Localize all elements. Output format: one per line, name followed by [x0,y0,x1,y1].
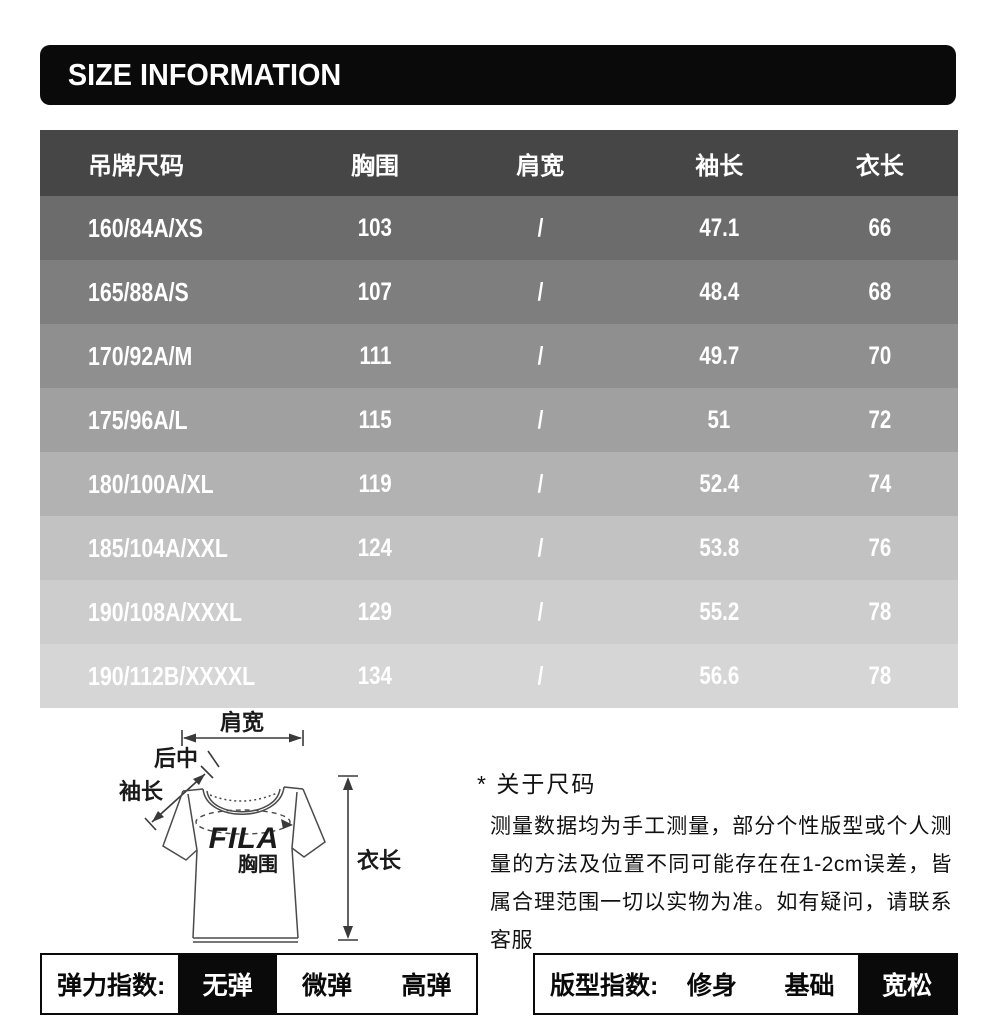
cell-size: 180/100A/XL [88,468,214,499]
chest-arrow-icon [281,819,293,829]
tshirt-outline [162,786,326,943]
cell-shoulder: / [537,405,544,434]
fit-option-basic: 基础 [784,972,835,1000]
header-cell-sleeve: 袖长 [695,152,744,180]
elasticity-label: 弹力指数: [57,972,166,1000]
cell-sleeve: 51 [707,405,731,434]
cell-shoulder: / [537,533,544,562]
cell-length: 74 [868,469,892,498]
cell-length: 66 [868,213,892,242]
cell-shoulder: / [537,661,544,690]
cell-length: 68 [868,277,892,306]
header-cell-size: 吊牌尺码 [88,152,184,180]
back-center-tick [207,750,220,768]
cell-sleeve: 47.1 [699,213,740,242]
table-row: 160/84A/XS 103 / 47.1 66 [40,196,958,260]
fit-option-loose: 宽松 [858,955,957,1013]
cell-bust: 124 [357,533,393,562]
back-center-label: 后中 [154,746,198,771]
arrow-down-icon [343,926,353,939]
brand-logo: FILA [209,822,280,855]
cell-sleeve: 56.6 [699,661,740,690]
chest-dashed-ellipse [195,809,291,835]
cell-size: 190/112B/XXXXL [88,660,256,691]
arrow-right-icon [289,733,302,743]
cell-bust: 119 [358,469,392,498]
elasticity-index-bar: 弹力指数: 无弹 微弹 高弹 [40,953,478,1015]
garment-length-label: 衣长 [357,848,402,873]
table-row: 165/88A/S 107 / 48.4 68 [40,260,958,324]
fit-option-slim: 修身 [686,972,737,1000]
cell-bust: 103 [357,213,393,242]
arrow-up-right-icon [193,774,205,785]
sleeve-dim-tick-top [200,765,214,779]
cell-length: 76 [868,533,892,562]
cell-sleeve: 49.7 [699,341,740,370]
cell-length: 78 [868,597,892,626]
bust-label: 胸围 [238,852,278,876]
cell-bust: 115 [358,405,392,434]
arrow-up-icon [343,777,353,790]
header-cell-length: 衣长 [855,152,904,180]
cell-shoulder: / [537,341,544,370]
elasticity-options: 无弹 微弹 高弹 [178,955,476,1013]
fit-options: 修身 基础 宽松 [663,955,957,1013]
section-title: SIZE INFORMATION [67,57,342,92]
table-row: 175/96A/L 115 / 51 72 [40,388,958,452]
cell-sleeve: 53.8 [699,533,740,562]
table-row: 180/100A/XL 119 / 52.4 74 [40,452,958,516]
cell-sleeve: 52.4 [699,469,740,498]
table-row: 170/92A/M 111 / 49.7 70 [40,324,958,388]
cell-size: 190/108A/XXXL [88,596,243,627]
arrow-down-left-icon [152,811,164,822]
cell-bust: 129 [357,597,393,626]
cell-shoulder: / [537,597,544,626]
section-title-bar: SIZE INFORMATION [40,45,956,105]
size-table: 吊牌尺码 胸围 肩宽 袖长 衣长 160/84A/XS 103 / 47.1 6… [40,130,958,708]
cell-sleeve: 55.2 [699,597,740,626]
sleeve-dim-tick-bottom [144,817,157,831]
table-row: 185/104A/XXL 124 / 53.8 76 [40,516,958,580]
fit-index-bar: 版型指数: 修身 基础 宽松 [533,953,958,1015]
cell-size: 170/92A/M [88,340,193,371]
note-body: 测量数据均为手工测量，部分个性版型或个人测量的方法及位置不同可能存在在1-2cm… [490,815,952,952]
table-header-row: 吊牌尺码 胸围 肩宽 袖长 衣长 [40,130,958,196]
arrow-left-icon [183,733,196,743]
note-heading: * 关于尺码 [477,771,597,797]
cell-length: 70 [868,341,892,370]
cell-bust: 107 [357,277,393,306]
table-row: 190/112B/XXXXL 134 / 56.6 78 [40,644,958,708]
cell-size: 175/96A/L [88,404,188,435]
elasticity-option-slight: 微弹 [301,972,352,1000]
cell-shoulder: / [537,277,544,306]
tshirt-measurement-diagram: 肩宽 后中 袖长 衣长 FILA 胸围 [119,710,402,943]
sleeve-length-label: 袖长 [119,779,164,804]
cell-size: 160/84A/XS [88,212,203,243]
cell-shoulder: / [537,213,544,242]
cell-length: 78 [868,661,892,690]
cell-length: 72 [868,405,892,434]
elasticity-option-none: 无弹 [178,955,278,1013]
cell-sleeve: 48.4 [699,277,740,306]
shoulder-width-label: 肩宽 [220,710,264,735]
fit-label: 版型指数: [550,972,659,1000]
cell-shoulder: / [537,469,544,498]
cell-size: 165/88A/S [88,276,189,307]
elasticity-option-high: 高弹 [401,972,452,1000]
header-cell-bust: 胸围 [351,152,400,180]
cell-size: 185/104A/XXL [88,532,228,563]
table-row: 190/108A/XXXL 129 / 55.2 78 [40,580,958,644]
header-cell-shoulder: 肩宽 [516,152,565,180]
cell-bust: 111 [359,341,392,370]
cell-bust: 134 [357,661,393,690]
